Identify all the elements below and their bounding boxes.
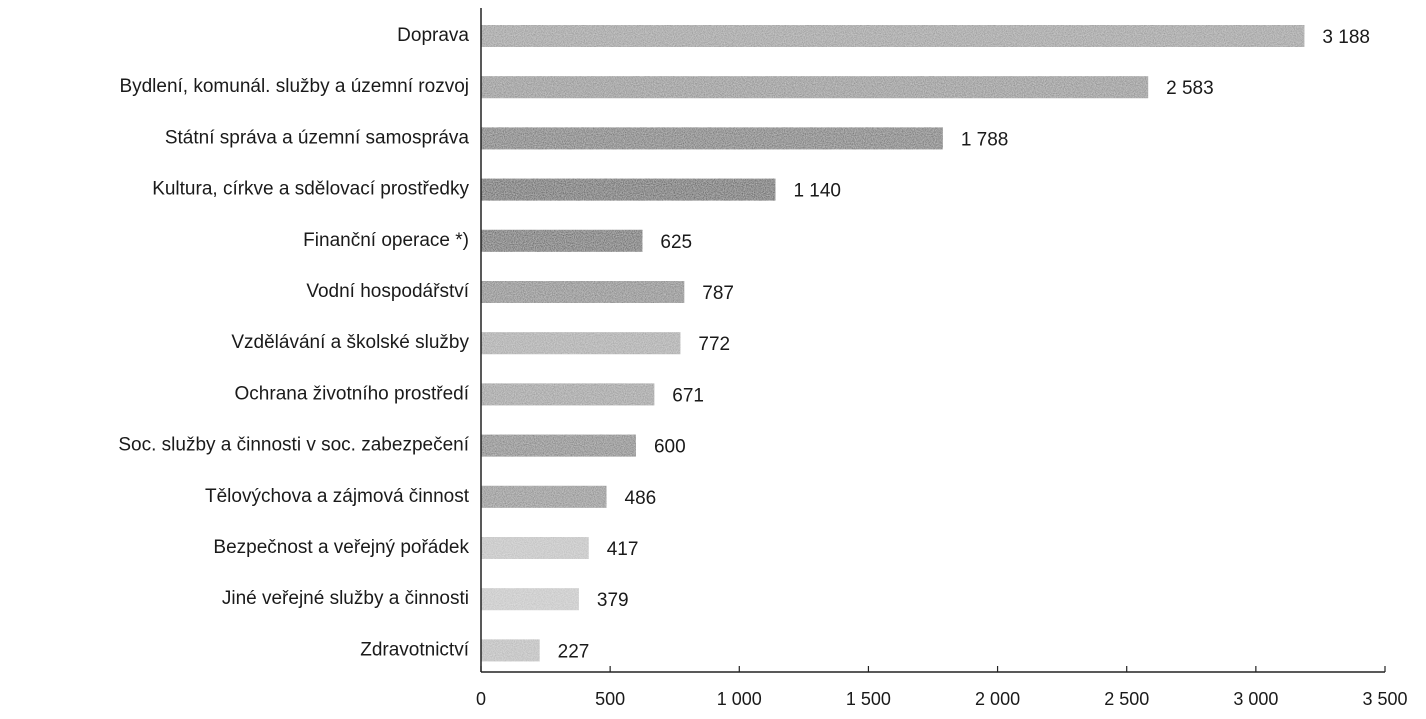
category-label: Finanční operace *): [303, 230, 469, 251]
category-label: Bydlení, komunál. služby a územní rozvoj: [119, 76, 469, 97]
bar: [481, 229, 643, 252]
axes-layer: [480, 8, 1385, 673]
category-label: Zdravotnictví: [360, 639, 469, 660]
category-label: Soc. služby a činnosti v soc. zabezpečen…: [118, 435, 469, 456]
x-tick-label: 0: [476, 689, 486, 709]
bar: [481, 76, 1149, 99]
category-labels-layer: Doprava Bydlení, komunál. služby a územní…: [118, 25, 469, 660]
bar: [481, 639, 540, 662]
category-label: Vzdělávání a školské služby: [231, 332, 469, 353]
value-label: 600: [654, 437, 686, 458]
x-tick-label: 3 000: [1233, 689, 1278, 709]
bar: [481, 485, 607, 508]
value-label: 2 583: [1166, 78, 1214, 99]
category-label: Státní správa a územní samospráva: [165, 127, 470, 148]
value-label: 772: [698, 334, 730, 355]
value-label: 671: [672, 385, 704, 406]
value-label: 787: [702, 283, 734, 304]
value-label: 486: [625, 488, 657, 509]
x-ticks-layer: 0 500 1 000 1 500 2 000 2 500 3 000 3 500: [476, 666, 1408, 709]
bar: [481, 383, 655, 406]
value-labels-layer: 3 188 2 583 1 788 1 140 625 787 772 671 600 486 41…: [558, 27, 1370, 662]
category-label: Tělovýchova a zájmová činnost: [205, 486, 470, 507]
x-tick-label: 2 000: [975, 689, 1020, 709]
bar: [481, 537, 589, 559]
bar: [481, 588, 579, 611]
bar: [481, 127, 943, 150]
bar: [481, 25, 1305, 47]
category-label: Ochrana životního prostředí: [235, 383, 470, 404]
value-label: 1 788: [961, 129, 1009, 150]
value-label: 227: [558, 641, 590, 662]
value-label: 379: [597, 590, 629, 611]
bar: [481, 178, 776, 201]
category-label: Jiné veřejné služby a činnosti: [222, 588, 469, 609]
x-tick-label: 1 000: [717, 689, 762, 709]
category-label: Doprava: [397, 25, 469, 46]
x-tick-label: 1 500: [846, 689, 891, 709]
bars-layer: [481, 25, 1305, 662]
value-label: 1 140: [793, 181, 841, 202]
x-tick-label: 2 500: [1104, 689, 1149, 709]
bar: [481, 434, 636, 457]
value-label: 417: [607, 539, 639, 560]
value-label: 625: [660, 232, 692, 253]
category-label: Kultura, církve a sdělovací prostředky: [152, 179, 469, 200]
bar: [481, 281, 685, 303]
value-label: 3 188: [1322, 27, 1370, 48]
category-label: Bezpečnost a veřejný pořádek: [213, 537, 469, 558]
x-tick-label: 3 500: [1362, 689, 1407, 709]
category-label: Vodní hospodářství: [306, 281, 469, 302]
bar: [481, 332, 681, 355]
x-tick-label: 500: [595, 689, 625, 709]
